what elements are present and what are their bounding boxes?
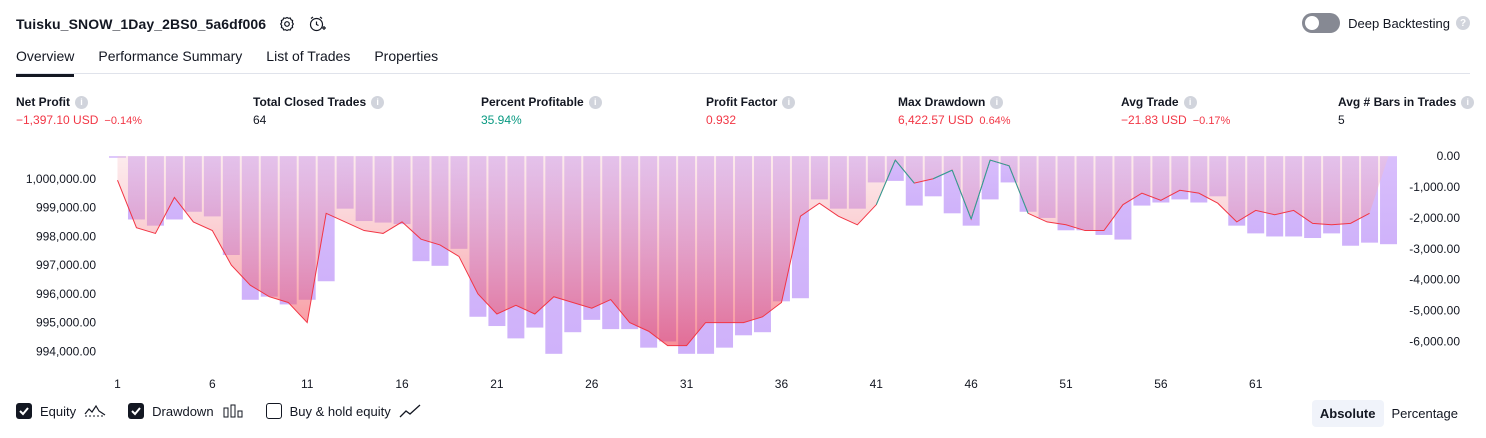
legend-drawdown[interactable]: Drawdown: [128, 403, 243, 419]
equity-checkbox[interactable]: [16, 403, 32, 419]
left-axis-tick-label: 997,000.00: [36, 258, 96, 272]
value-mode-switch: Absolute Percentage: [1311, 400, 1466, 427]
metric-value: 0.932: [706, 113, 737, 127]
x-axis-tick-label: 51: [1059, 377, 1073, 391]
metric-value: 64: [253, 113, 267, 127]
metric-label: Total Closed Trades i: [253, 94, 385, 110]
equity-line-positive-segment: [933, 169, 953, 180]
metric-avg-bars-in-trades: Avg # Bars in Trades i 5: [1338, 94, 1475, 129]
metric-value: −21.83 USD −0.17%: [1121, 113, 1231, 127]
metric-label: Percent Profitable i: [481, 94, 602, 110]
left-axis-tick-label: 996,000.00: [36, 287, 96, 301]
percent-profitable-info-icon[interactable]: i: [588, 95, 602, 109]
left-axis-tick-label: 1,000,000.00: [26, 172, 96, 186]
net-profit-info-icon[interactable]: i: [75, 95, 88, 109]
metric-percent-profitable: Percent Profitable i 35.94%: [481, 94, 602, 129]
x-axis-tick-label: 61: [1249, 377, 1263, 391]
x-axis-tick-label: 16: [395, 377, 409, 391]
tab-list-of-trades[interactable]: List of Trades: [266, 48, 351, 64]
tab-overview[interactable]: Overview: [16, 48, 75, 77]
x-axis-tick-label: 36: [775, 377, 789, 391]
buy-hold-line-icon: [399, 404, 421, 418]
metric-max-drawdown: Max Drawdown i 6,422.57 USD 0.64%: [898, 94, 1011, 129]
left-axis-tick-label: 995,000.00: [36, 316, 96, 330]
x-axis-tick-label: 6: [209, 377, 216, 391]
equity-line-icon: [84, 404, 106, 417]
metric-total-closed-trades: Total Closed Trades i 64: [253, 94, 385, 129]
legend-equity-label: Equity: [40, 403, 77, 419]
x-axis-tick-label: 56: [1154, 377, 1168, 391]
tabs-divider: [16, 73, 1470, 74]
tab-performance-summary[interactable]: Performance Summary: [98, 48, 243, 64]
metric-value: −1,397.10 USD −0.14%: [16, 113, 143, 127]
profit-factor-info-icon[interactable]: i: [782, 95, 796, 109]
right-axis-tick-label: -4,000.00: [1409, 273, 1460, 287]
legend-buy-hold-label: Buy & hold equity: [289, 403, 391, 419]
x-axis-tick-label: 41: [870, 377, 884, 391]
legend-buy-hold[interactable]: Buy & hold equity: [265, 403, 421, 419]
tab-bar: Overview Performance Summary List of Tra…: [16, 48, 462, 77]
equity-line-positive-segment: [894, 159, 915, 184]
deep-backtesting-toggle[interactable]: [1302, 13, 1341, 33]
right-axis-tick-label: -5,000.00: [1409, 304, 1460, 318]
deep-backtesting-control: Deep Backtesting ?: [1302, 13, 1470, 33]
metric-value: 6,422.57 USD 0.64%: [898, 113, 1011, 127]
x-axis-tick-label: 26: [585, 377, 599, 391]
title-row: Tuisku_SNOW_1Day_2BS0_5a6df006: [16, 14, 327, 34]
left-axis-tick-label: 999,000.00: [36, 201, 96, 215]
settings-gear-icon[interactable]: [278, 15, 296, 33]
left-axis-tick-label: 998,000.00: [36, 229, 96, 243]
toggle-knob: [1305, 16, 1320, 30]
right-axis-tick-label: -1,000.00: [1409, 180, 1460, 194]
equity-line-positive-segment: [875, 159, 896, 205]
mode-absolute-button[interactable]: Absolute: [1311, 400, 1384, 427]
equity-area: [117, 156, 1389, 346]
x-axis-tick-label: 31: [680, 377, 694, 391]
max-drawdown-info-icon[interactable]: i: [990, 95, 1004, 109]
x-axis-tick-label: 11: [301, 377, 314, 391]
equity-line: [117, 159, 1370, 347]
mode-percentage-button[interactable]: Percentage: [1391, 406, 1459, 421]
chart-legend: Equity Drawdown Buy & hold equity: [16, 403, 443, 419]
metric-label: Net Profit i: [16, 94, 142, 110]
add-alert-clock-icon[interactable]: [308, 15, 327, 33]
metric-value: 35.94%: [481, 113, 522, 127]
metric-profit-factor: Profit Factor i 0.932: [706, 94, 796, 129]
x-axis-tick-label: 1: [114, 377, 121, 391]
equity-drawdown-chart[interactable]: 1,000,000.00 999,000.00 998,000.00 997,000.…: [0, 140, 1486, 396]
metric-value: 5: [1338, 113, 1345, 127]
left-axis-tick-label: 994,000.00: [36, 344, 96, 358]
legend-drawdown-label: Drawdown: [152, 403, 214, 419]
metric-label: Avg Trade i: [1121, 94, 1230, 110]
x-axis-tick-label: 46: [964, 377, 978, 391]
equity-line-positive-segment: [951, 169, 972, 220]
metric-label: Profit Factor i: [706, 94, 796, 110]
equity-line-positive-segment: [970, 159, 991, 220]
equity-line-positive-segment: [989, 159, 1010, 167]
right-axis-tick-label: -6,000.00: [1409, 334, 1460, 348]
drawdown-bar: [1380, 156, 1397, 245]
metric-net-profit: Net Profit i −1,397.10 USD −0.14%: [16, 94, 142, 129]
metric-label: Max Drawdown i: [898, 94, 1011, 110]
deep-backtesting-help-icon[interactable]: ?: [1456, 16, 1470, 30]
drawdown-bars-icon: [223, 404, 243, 418]
x-axis-tick-label: 21: [490, 377, 504, 391]
right-axis-tick-label: -3,000.00: [1409, 242, 1460, 256]
total-closed-trades-info-icon[interactable]: i: [371, 95, 385, 109]
deep-backtesting-label: Deep Backtesting: [1348, 15, 1450, 31]
right-axis-tick-label: -2,000.00: [1409, 211, 1460, 225]
metric-label: Avg # Bars in Trades i: [1338, 94, 1475, 110]
equity-line-positive-segment: [1008, 165, 1029, 214]
avg-trade-info-icon[interactable]: i: [1183, 95, 1197, 109]
buy-hold-checkbox[interactable]: [265, 403, 282, 419]
tab-properties[interactable]: Properties: [374, 48, 439, 64]
right-axis-tick-label: 0.00: [1437, 149, 1461, 163]
avg-bars-info-icon[interactable]: i: [1461, 95, 1475, 109]
legend-equity[interactable]: Equity: [16, 403, 106, 419]
strategy-title: Tuisku_SNOW_1Day_2BS0_5a6df006: [16, 16, 267, 32]
metric-avg-trade: Avg Trade i −21.83 USD −0.17%: [1121, 94, 1230, 129]
drawdown-checkbox[interactable]: [128, 403, 145, 419]
